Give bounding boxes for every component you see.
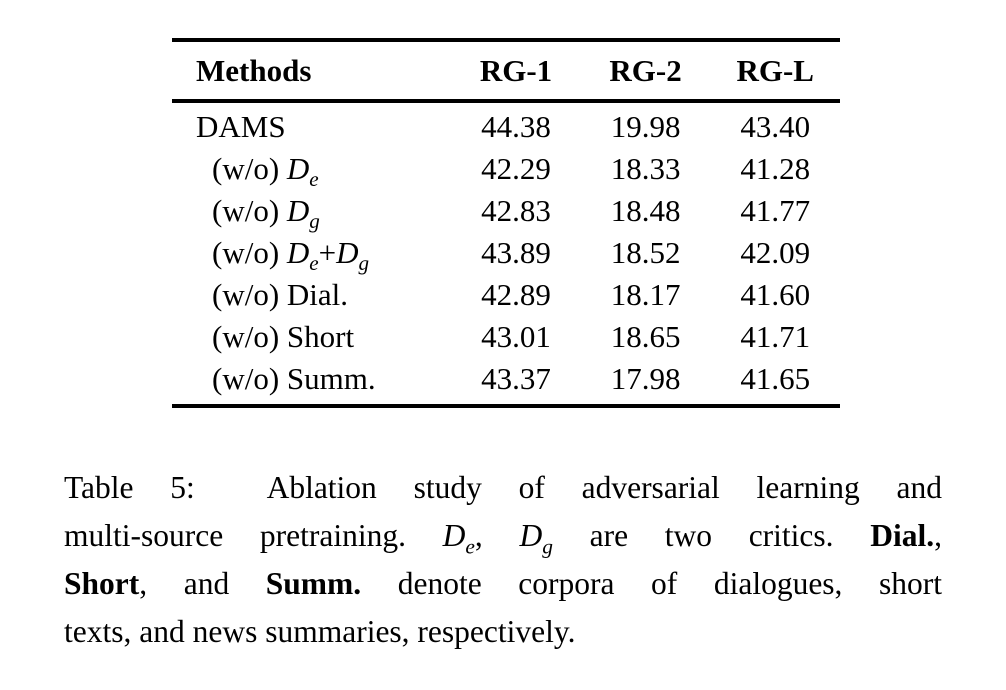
value-cell: 41.65 bbox=[740, 361, 811, 396]
math-subscript: g bbox=[309, 209, 320, 234]
value-cell: 19.98 bbox=[610, 109, 681, 144]
math-variable: D bbox=[442, 518, 466, 553]
text-run: , bbox=[934, 518, 942, 553]
table-row: (w/o) De+Dg 43.89 18.52 42.09 bbox=[172, 232, 840, 274]
table-body: DAMS 44.38 19.98 43.40 (w/o) De 42.29 18.33 41.… bbox=[172, 101, 840, 406]
value-cell: 44.38 bbox=[481, 109, 551, 144]
column-header: RG-1 bbox=[451, 40, 581, 103]
caption-line: texts, and news summaries, respectively. bbox=[64, 608, 942, 656]
bold-text: Short bbox=[64, 566, 140, 601]
math-subscript: e bbox=[309, 167, 319, 192]
text-run: Table 5: Ablation study of adversarial l… bbox=[64, 470, 942, 505]
table-row: DAMS 44.38 19.98 43.40 bbox=[172, 101, 840, 148]
table-row: (w/o) Summ. 43.37 17.98 41.65 bbox=[172, 358, 840, 406]
method-cell: (w/o) Short bbox=[172, 316, 451, 358]
text-run: are two critics. bbox=[552, 518, 871, 553]
value-cell: 41.28 bbox=[740, 151, 811, 186]
value-cell: 41.77 bbox=[740, 193, 811, 228]
text-run: (w/o) bbox=[212, 151, 287, 186]
text-run: , and bbox=[139, 566, 266, 601]
table-head: Methods RG-1 RG-2 RG-L bbox=[172, 40, 840, 103]
ablation-results-table: Methods RG-1 RG-2 RG-L DAMS 44.38 19.98 43.40 (… bbox=[172, 38, 840, 408]
value-cell: 18.33 bbox=[610, 151, 681, 186]
value-cell: 42.29 bbox=[481, 151, 551, 186]
caption-line: Table 5: Ablation study of adversarial l… bbox=[64, 464, 942, 512]
math-variable: D bbox=[286, 235, 310, 270]
value-cell: 43.01 bbox=[481, 319, 551, 354]
text-run: texts, and news summaries, respectively. bbox=[64, 614, 576, 649]
value-cell: 42.89 bbox=[481, 277, 551, 312]
value-cell: 17.98 bbox=[610, 361, 681, 396]
method-cell: (w/o) De bbox=[172, 148, 451, 190]
method-cell: (w/o) Dial. bbox=[172, 274, 451, 316]
math-variable: D bbox=[286, 193, 310, 228]
column-header: Methods bbox=[172, 40, 452, 103]
value-cell: 43.40 bbox=[740, 109, 811, 144]
method-cell: (w/o) De+Dg bbox=[172, 232, 451, 274]
math-variable: D bbox=[519, 518, 543, 553]
value-cell: 18.17 bbox=[610, 277, 681, 312]
table-header-row: Methods RG-1 RG-2 RG-L bbox=[172, 40, 840, 103]
table-row: (w/o) Dg 42.83 18.48 41.77 bbox=[172, 190, 840, 232]
column-header: RG-2 bbox=[580, 40, 711, 103]
value-cell: 43.89 bbox=[481, 235, 551, 270]
value-cell: 18.65 bbox=[610, 319, 681, 354]
text-run: denote corpora of dialogues, short bbox=[361, 566, 943, 601]
text-run: (w/o) Dial. bbox=[212, 277, 349, 312]
value-cell: 41.71 bbox=[740, 319, 811, 354]
math-variable: D bbox=[336, 235, 359, 270]
table-caption: Table 5: Ablation study of adversarial l… bbox=[64, 464, 942, 656]
math-subscript: e bbox=[309, 251, 319, 276]
table-row: (w/o) Dial. 42.89 18.17 41.60 bbox=[172, 274, 840, 316]
bold-text: Summ. bbox=[265, 566, 362, 601]
table-row: (w/o) Short 43.01 18.65 41.71 bbox=[172, 316, 840, 358]
math-subscript: e bbox=[465, 534, 475, 559]
value-cell: 18.48 bbox=[610, 193, 681, 228]
text-run: (w/o) Short bbox=[212, 319, 355, 354]
method-cell: (w/o) Summ. bbox=[172, 358, 451, 406]
value-cell: 43.37 bbox=[481, 361, 551, 396]
text-run: (w/o) bbox=[212, 193, 287, 228]
column-header: RG-L bbox=[710, 40, 840, 103]
value-cell: 42.83 bbox=[481, 193, 551, 228]
caption-line: multi-source pretraining. De, Dg are two… bbox=[64, 512, 942, 560]
table-row: (w/o) De 42.29 18.33 41.28 bbox=[172, 148, 840, 190]
math-subscript: g bbox=[358, 251, 370, 276]
method-cell: (w/o) Dg bbox=[172, 190, 451, 232]
caption-line: Short, and Summ. denote corpora of dialo… bbox=[64, 560, 942, 608]
text-run: (w/o) Summ. bbox=[212, 361, 376, 396]
bold-text: Dial. bbox=[870, 518, 935, 553]
method-cell: DAMS bbox=[172, 101, 451, 148]
text-run: DAMS bbox=[196, 109, 286, 144]
text-run: multi-source pretraining. bbox=[64, 518, 443, 553]
ablation-table-container: Methods RG-1 RG-2 RG-L DAMS 44.38 19.98 43.40 (… bbox=[172, 38, 840, 408]
text-run: + bbox=[318, 235, 337, 270]
value-cell: 42.09 bbox=[740, 235, 811, 270]
text-run: (w/o) bbox=[212, 235, 287, 270]
math-subscript: g bbox=[542, 534, 553, 559]
math-variable: D bbox=[286, 151, 310, 186]
value-cell: 18.52 bbox=[610, 235, 681, 270]
text-run: , bbox=[474, 518, 520, 553]
value-cell: 41.60 bbox=[740, 277, 811, 312]
